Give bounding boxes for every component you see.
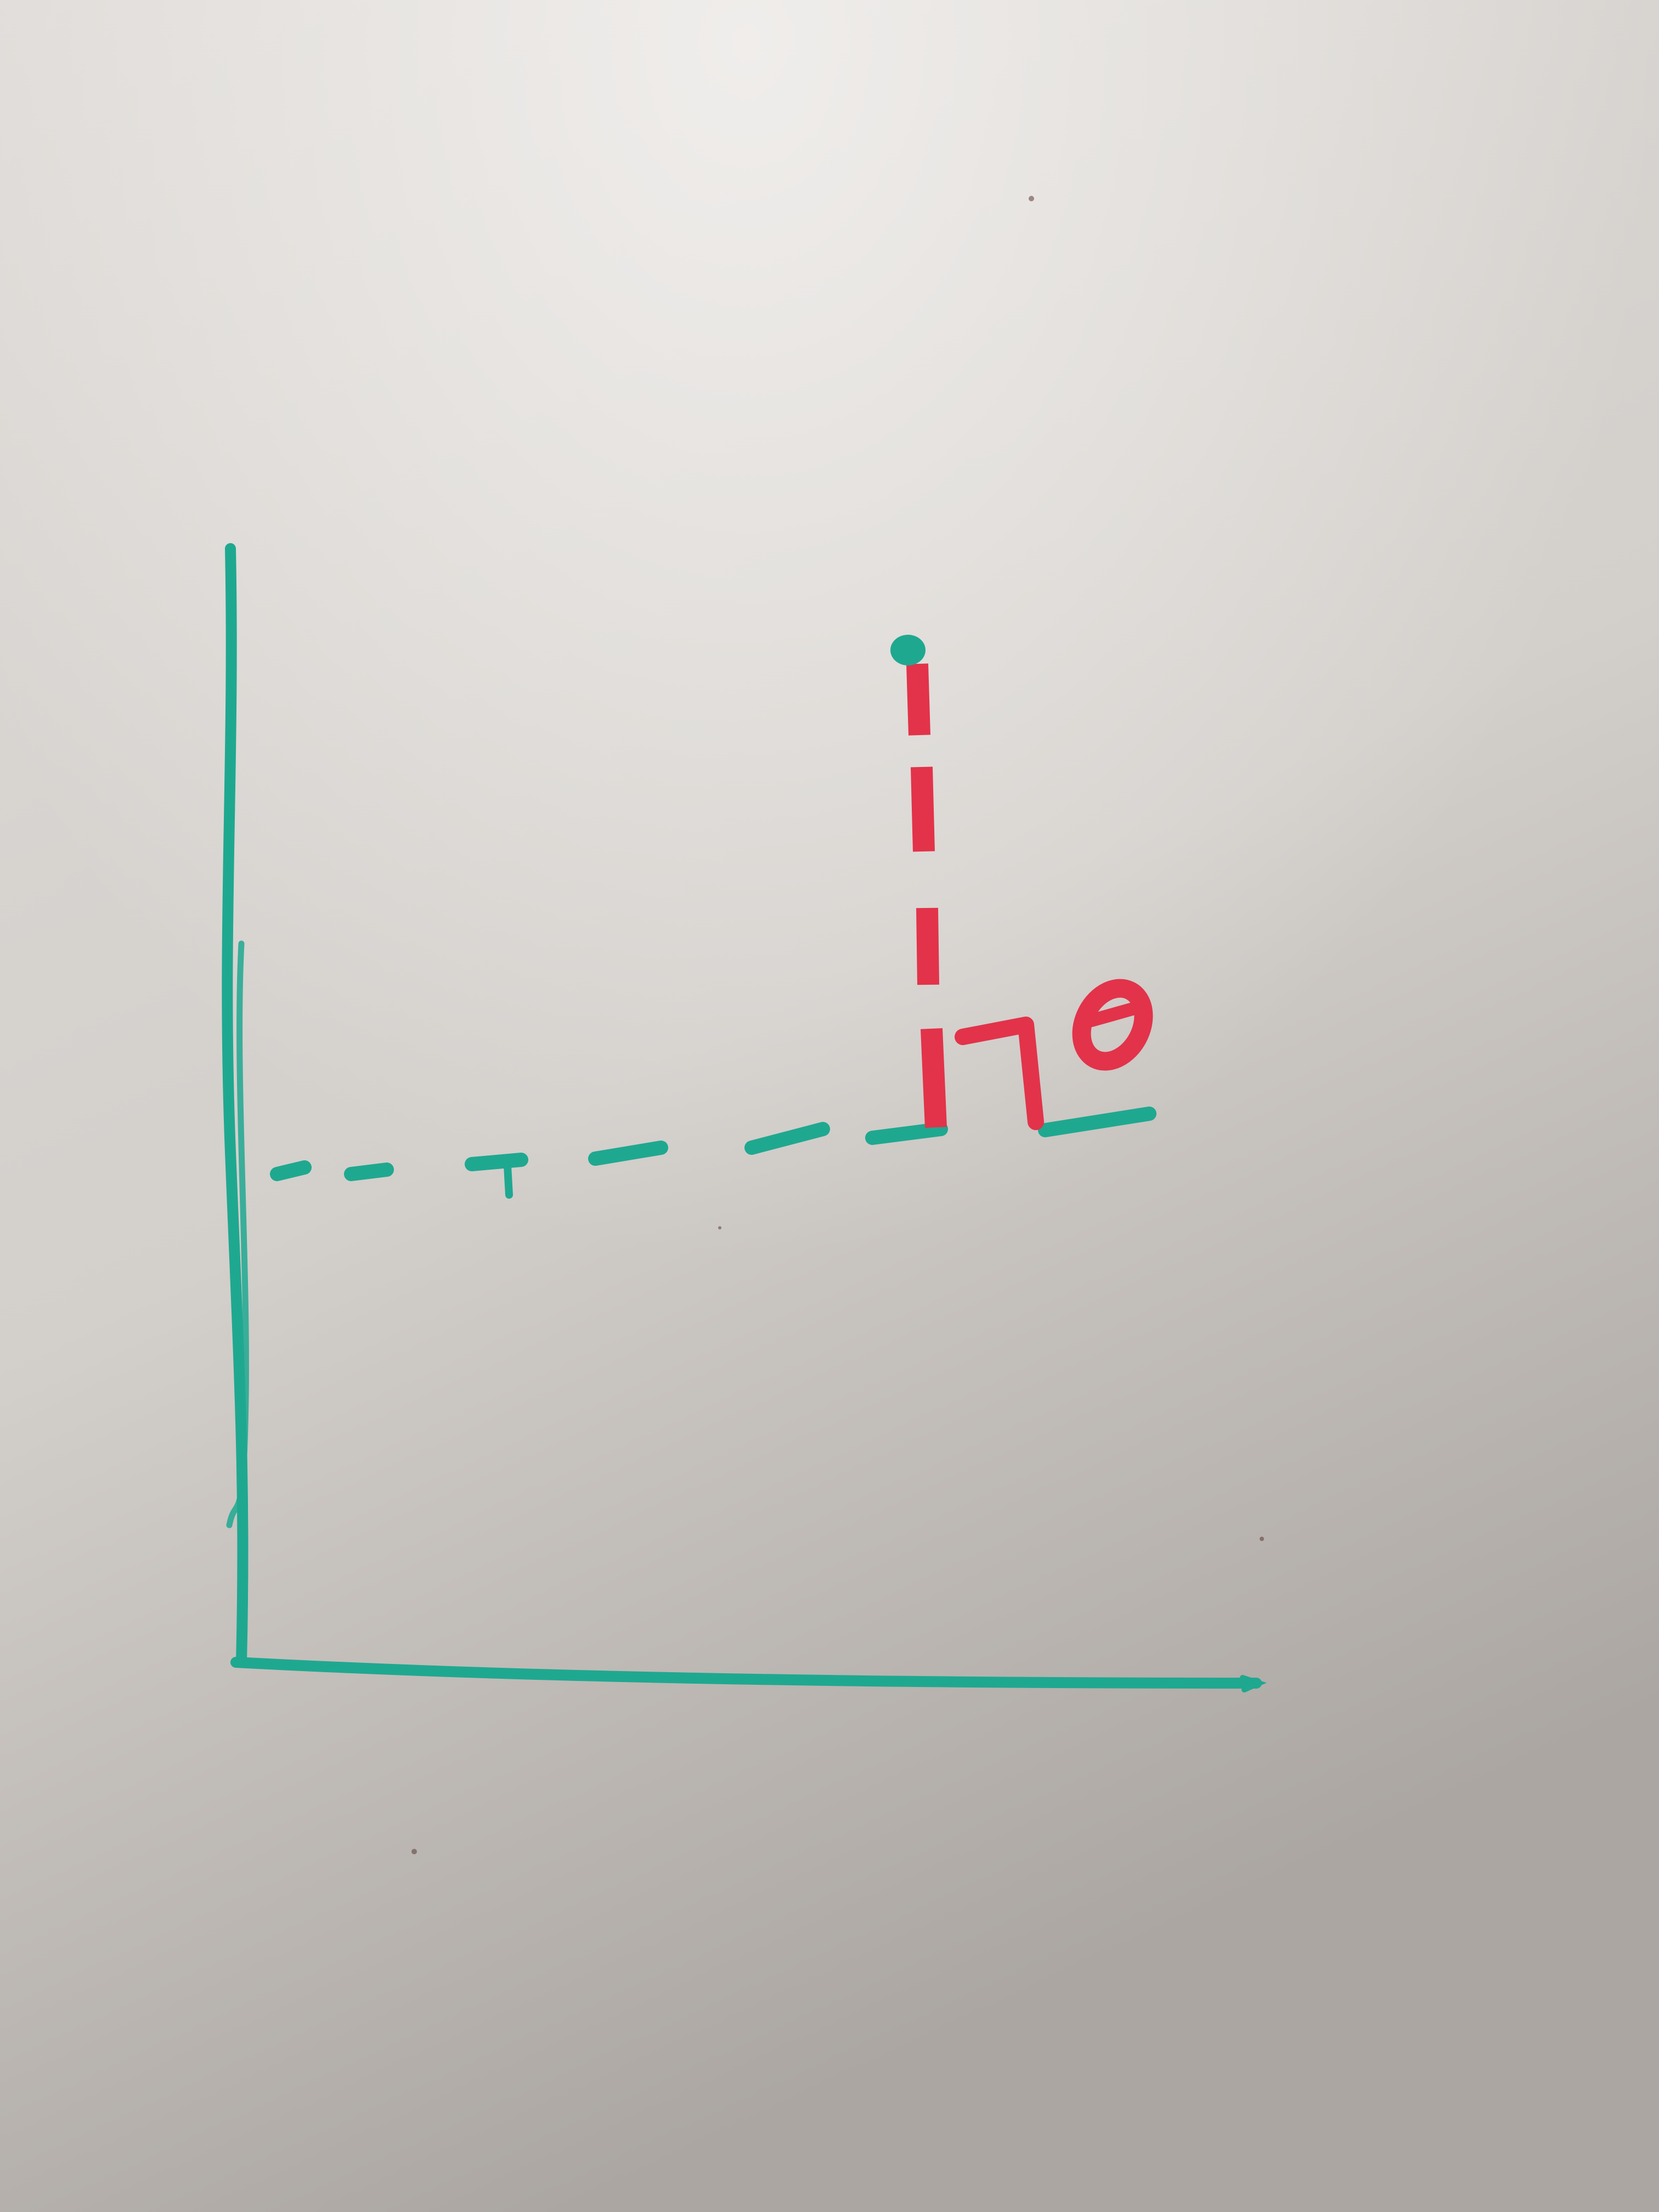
guide-dash (1038, 1107, 1156, 1137)
guide-dash (465, 1153, 528, 1171)
guide-dash (270, 1160, 312, 1181)
vertical-drop-dashes (906, 663, 947, 1128)
x-axis (230, 1657, 1267, 1692)
x-axis-line (230, 1657, 1262, 1689)
guide-dash-tick (504, 1162, 513, 1199)
drop-dash (911, 766, 935, 852)
guide-dash (865, 1122, 948, 1145)
y-axis-retrace (226, 940, 249, 1528)
guide-dash (588, 1141, 668, 1166)
guide-dash (344, 1163, 394, 1181)
theta-symbol-icon (1072, 979, 1153, 1071)
drop-dash (916, 907, 939, 985)
y-axis (222, 543, 249, 1668)
x-axis-arrow-tip (1240, 1675, 1267, 1692)
drop-dash (906, 663, 930, 736)
horizontal-guide-dashes (270, 1107, 1156, 1199)
board-specks (411, 196, 1264, 1854)
drop-dash (921, 1028, 947, 1128)
right-angle-mark-icon (955, 1017, 1044, 1130)
point-marker-icon (890, 635, 926, 665)
guide-dash (744, 1122, 830, 1155)
